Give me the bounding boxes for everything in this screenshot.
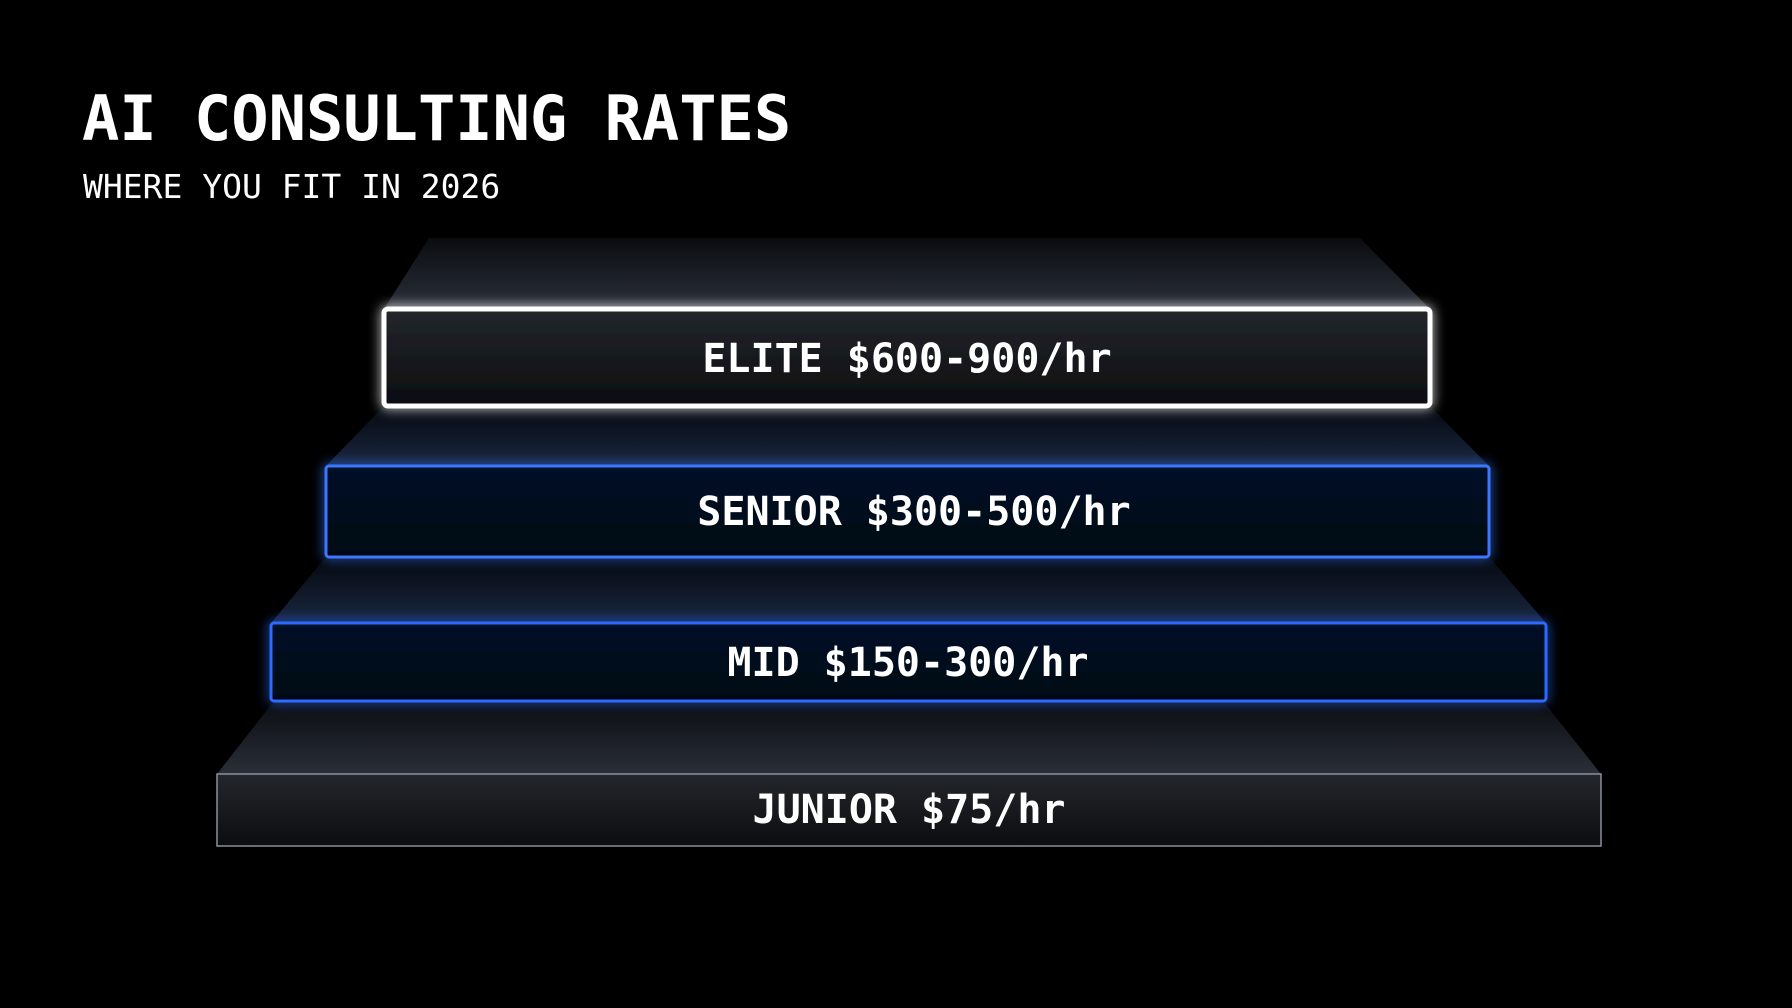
step-front	[216, 773, 1602, 847]
tier-text: JUNIOR $75/hr	[753, 787, 1066, 833]
step-front	[324, 464, 1491, 559]
step-front	[269, 621, 1548, 703]
tier-text: ELITE $600-900/hr	[702, 336, 1111, 382]
step-top	[217, 701, 1601, 774]
step-top	[326, 406, 1489, 466]
step-top	[271, 557, 1546, 623]
tier-text: SENIOR $300-500/hr	[697, 489, 1130, 535]
tier-rate: $150-300/hr	[824, 640, 1089, 686]
title: AI CONSULTING RATES	[82, 82, 791, 155]
tier-label: JUNIOR	[753, 787, 898, 833]
tier-rate: $600-900/hr	[847, 336, 1112, 382]
tier-label: SENIOR	[697, 489, 842, 535]
tier-rate: $300-500/hr	[866, 489, 1131, 535]
tier-label: ELITE	[702, 336, 822, 382]
step-front	[381, 306, 1433, 409]
tier-rate: $75/hr	[921, 787, 1066, 833]
tier-label: MID	[727, 640, 799, 686]
step-top	[384, 238, 1430, 309]
tier-text: MID $150-300/hr	[727, 640, 1088, 686]
subtitle: WHERE YOU FIT IN 2026	[83, 167, 500, 206]
